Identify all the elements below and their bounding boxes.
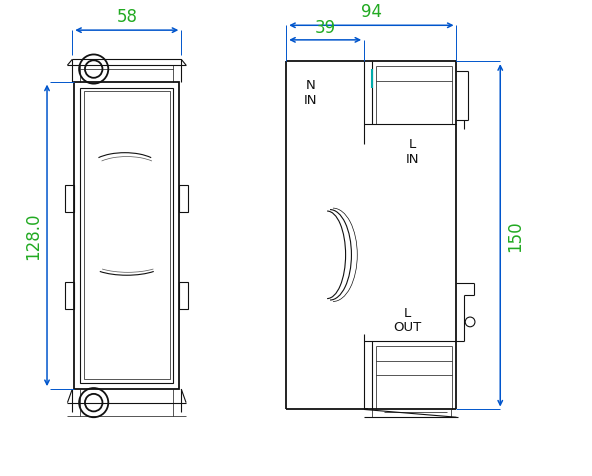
Text: IN: IN [304, 93, 317, 107]
Text: 128.0: 128.0 [24, 212, 42, 259]
Text: 150: 150 [506, 220, 524, 252]
Text: N: N [305, 79, 316, 92]
Bar [66, 282, 74, 309]
Text: 94: 94 [361, 3, 382, 21]
Bar [84, 92, 169, 379]
Text: 58: 58 [116, 8, 137, 26]
Text: L: L [404, 306, 411, 319]
Text: IN: IN [406, 153, 420, 166]
Bar [179, 282, 188, 309]
Bar [66, 185, 74, 213]
Text: OUT: OUT [394, 321, 422, 334]
Text: L: L [409, 138, 416, 151]
Bar [80, 89, 173, 383]
Bar [74, 82, 179, 389]
Text: 39: 39 [314, 19, 336, 37]
Bar [179, 185, 188, 213]
